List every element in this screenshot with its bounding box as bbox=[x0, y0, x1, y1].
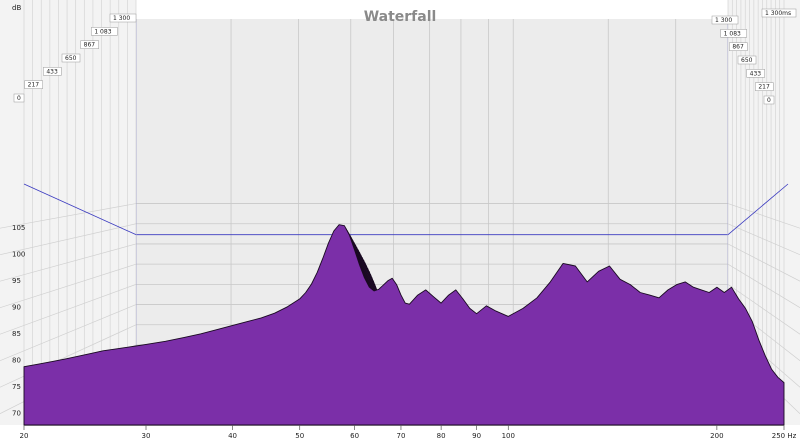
time-tick-box-right bbox=[761, 8, 797, 18]
y-tick-label: 100 bbox=[12, 251, 25, 259]
waterfall-slices bbox=[23, 224, 785, 426]
left-wall-hline bbox=[0, 304, 137, 362]
right-wall-hline bbox=[727, 284, 800, 335]
x-tick-label: 60 bbox=[350, 432, 359, 440]
y-tick-label: 90 bbox=[12, 304, 21, 312]
time-tick-box-right bbox=[755, 82, 774, 91]
time-tick-box-left bbox=[24, 80, 43, 89]
time-tick-box-right bbox=[737, 55, 757, 65]
time-tick-label-left: 867 bbox=[84, 42, 96, 49]
y-tick-label: 75 bbox=[12, 383, 21, 391]
time-tick-label-right: 217 bbox=[758, 84, 770, 91]
left-wall-hline bbox=[0, 223, 137, 256]
x-tick-label: 100 bbox=[502, 432, 515, 440]
y-tick-label: 70 bbox=[12, 410, 21, 418]
time-tick-label-left: 217 bbox=[28, 82, 40, 89]
left-wall-hline bbox=[0, 203, 137, 229]
axes: 70 75 80 85 90 95 100 105 20 30 40 50 60 70 80 90 100 200… bbox=[12, 8, 797, 440]
time-tick-label-right: 1 300 bbox=[715, 17, 732, 24]
y-axis-unit: dB bbox=[12, 4, 21, 12]
waterfall-slice bbox=[23, 224, 785, 426]
time-tick-box-right bbox=[763, 95, 775, 105]
y-tick-label: 105 bbox=[12, 224, 25, 232]
right-wall-hline bbox=[727, 243, 800, 282]
x-tick-label: 20 bbox=[20, 432, 29, 440]
left-ref-line bbox=[23, 183, 137, 236]
time-tick-label-right: 0 bbox=[767, 97, 771, 104]
time-tick-box-left bbox=[43, 67, 62, 76]
time-tick-label-left: 1 300 bbox=[113, 15, 130, 22]
time-tick-label-right: 867 bbox=[732, 44, 744, 51]
y-tick-label: 95 bbox=[12, 277, 21, 285]
right-ref-line bbox=[727, 183, 789, 235]
time-tick-box-right bbox=[746, 69, 765, 78]
x-tick-label: 40 bbox=[228, 432, 237, 440]
right-wall-hline bbox=[727, 223, 800, 256]
time-tick-box-left bbox=[61, 53, 81, 63]
time-tick-label-left: 0 bbox=[17, 95, 21, 102]
time-tick-label-left: 1 083 bbox=[94, 28, 111, 35]
time-tick-label-left: 433 bbox=[46, 68, 58, 75]
x-tick-label: 70 bbox=[396, 432, 405, 440]
left-wall-hline bbox=[0, 263, 137, 309]
x-tick-label: 30 bbox=[142, 432, 151, 440]
x-tick-label: 250 Hz bbox=[772, 432, 797, 440]
time-tick-box-left bbox=[80, 40, 99, 49]
right-wall-hline bbox=[727, 263, 800, 308]
time-tick-label-right: 433 bbox=[750, 70, 762, 77]
time-tick-box-left bbox=[13, 93, 25, 103]
time-tick-box-right bbox=[729, 42, 748, 51]
time-tick-box-left bbox=[91, 27, 118, 36]
chart-title: Waterfall bbox=[364, 9, 437, 25]
left-wall-hline bbox=[0, 284, 137, 335]
y-tick-label: 85 bbox=[12, 330, 21, 338]
left-wall-hline bbox=[0, 243, 137, 282]
time-tick-label-left: 650 bbox=[65, 55, 77, 62]
time-tick-box-right bbox=[720, 29, 747, 38]
time-tick-box-left bbox=[109, 13, 137, 23]
time-tick-box-right bbox=[711, 15, 739, 25]
x-tick-label: 80 bbox=[437, 432, 446, 440]
x-tick-label: 90 bbox=[472, 432, 481, 440]
y-tick-label: 80 bbox=[12, 357, 21, 365]
left-wall-hline bbox=[0, 324, 137, 388]
time-tick-label-right: 650 bbox=[741, 57, 753, 64]
time-tick-label-right: 1 083 bbox=[724, 30, 741, 37]
time-tick-label-right: 1 300ms bbox=[765, 10, 791, 17]
right-wall-hline bbox=[727, 203, 800, 229]
x-tick-label: 200 bbox=[710, 432, 723, 440]
x-tick-label: 50 bbox=[295, 432, 304, 440]
